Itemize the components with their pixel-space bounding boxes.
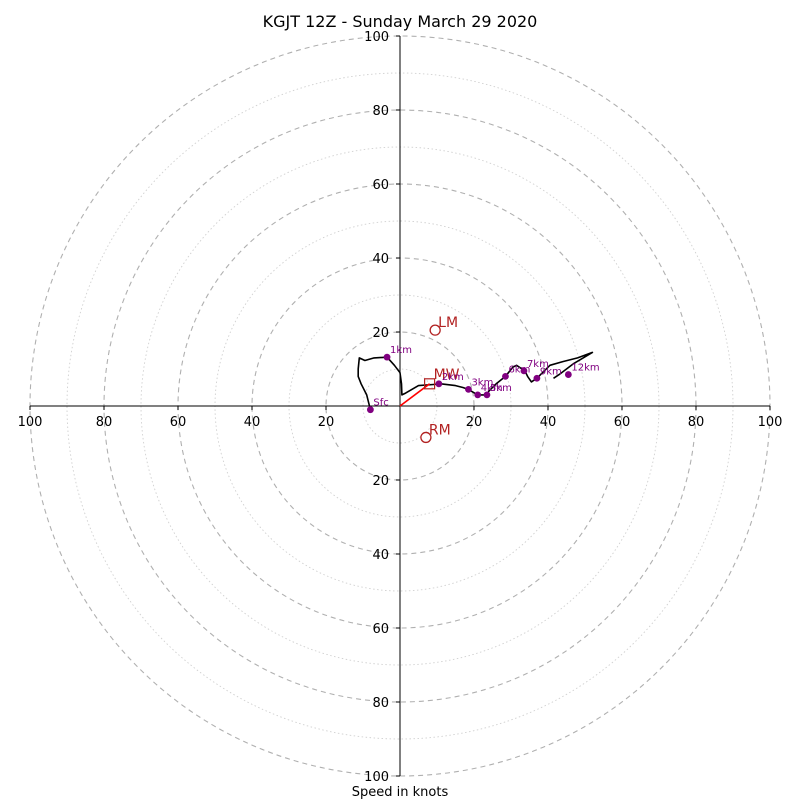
height-marker-label: 4km [481, 383, 503, 394]
height-marker-dot [383, 353, 391, 361]
height-marker-dot [483, 391, 491, 399]
height-marker-label: Sfc [373, 398, 388, 409]
height-marker-label: 2km [442, 372, 464, 383]
y-tick-label: 60 [372, 178, 389, 193]
storm-motion-label: LM [438, 315, 458, 331]
y-tick-label: 40 [372, 548, 389, 563]
y-tick-label: 100 [364, 770, 389, 785]
x-tick-label: 20 [318, 415, 335, 430]
mean-wind: MW [399, 367, 460, 407]
x-tick-label: 80 [96, 415, 113, 430]
height-marker-dot [367, 406, 374, 414]
storm-motion-marker [420, 431, 432, 444]
y-tick-label: 80 [372, 696, 389, 711]
height-marker-label: 7km [527, 359, 549, 370]
height-marker-dot [520, 367, 528, 375]
height-marker-label: 9km [540, 366, 562, 377]
height-marker-dot [435, 380, 443, 388]
y-tick-label: 20 [372, 326, 389, 341]
height-marker-label: 5km [490, 383, 512, 394]
y-tick-label: 80 [372, 104, 389, 119]
chart-title: KGJT 12Z - Sunday March 29 2020 [263, 12, 538, 31]
axis-tick-labels: 100 100 80 80 60 60 40 40 20 20 20 20 40 40 60 60 80 80 10… [18, 30, 783, 785]
x-tick-label: 40 [244, 415, 261, 430]
y-tick-label: 40 [372, 252, 389, 267]
x-tick-label: 40 [540, 415, 557, 430]
y-tick-label: 60 [372, 622, 389, 637]
x-tick-label: 60 [614, 415, 631, 430]
storm-motion-marker [429, 324, 441, 336]
height-marker-dot [465, 385, 472, 393]
height-marker-label: 6km [508, 364, 530, 375]
height-marker-label: 1km [390, 345, 412, 356]
x-tick-label: 20 [466, 415, 483, 430]
height-marker-label: 12km [571, 363, 599, 374]
x-tick-label: 60 [170, 415, 187, 430]
mean-wind-marker [424, 378, 436, 390]
x-tick-label: 80 [688, 415, 705, 430]
x-axis-label: Speed in knots [352, 785, 449, 800]
storm-motion-markers: LM RM [420, 315, 458, 444]
storm-motion-label: RM [429, 422, 451, 438]
height-marker-dot [564, 371, 572, 378]
height-marker-dot [474, 391, 482, 399]
y-tick-label: 20 [372, 474, 389, 489]
x-tick-label: 100 [758, 415, 783, 430]
x-tick-label: 100 [18, 415, 43, 430]
y-tick-label: 100 [364, 30, 389, 45]
height-marker-label: 3km [471, 377, 493, 388]
height-marker-dot [533, 374, 541, 382]
mean-wind-label: MW [434, 367, 460, 383]
height-marker-dot [502, 373, 509, 380]
